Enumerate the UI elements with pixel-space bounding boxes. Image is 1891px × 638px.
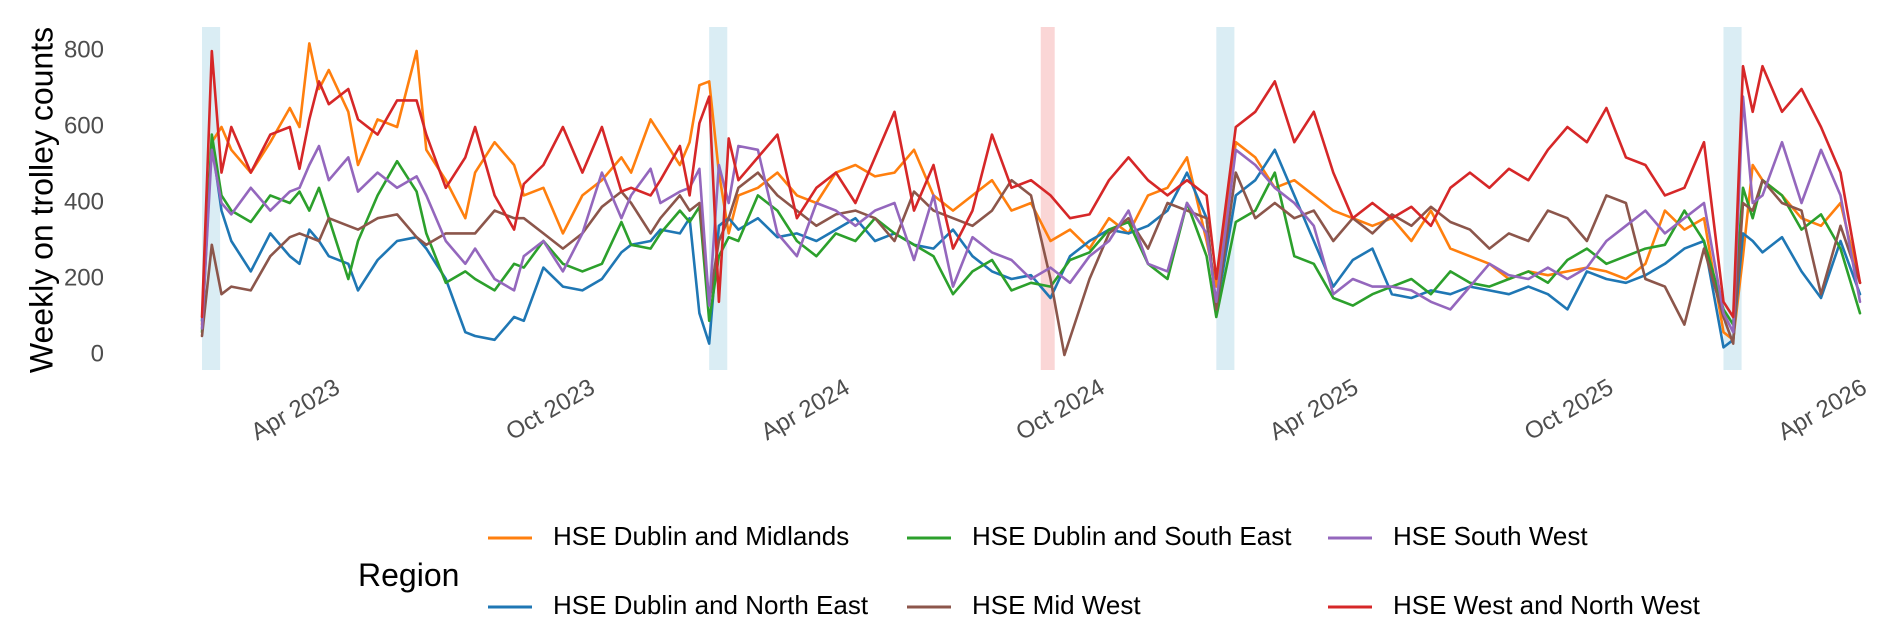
x-axis-ticks: Apr 2023 Oct 2023 Apr 2024 Oct 2024 Apr 2025… <box>247 374 1872 446</box>
x-tick-label: Apr 2023 <box>247 374 345 446</box>
legend-label: HSE South West <box>1393 521 1588 551</box>
x-tick-label: Oct 2023 <box>502 374 600 446</box>
x-tick-label: Oct 2025 <box>1520 374 1618 446</box>
series-line-6 <box>200 49 1862 319</box>
series-line-2 <box>200 140 1862 349</box>
x-tick-label: Apr 2025 <box>1265 374 1363 446</box>
legend-label: HSE Dublin and Midlands <box>553 521 849 551</box>
legend-label: HSE Mid West <box>972 590 1141 620</box>
y-axis-ticks: 0 200 400 600 800 <box>64 36 104 367</box>
x-tick-label: Oct 2024 <box>1011 374 1109 446</box>
legend-title: Region <box>358 557 459 593</box>
legend: Region HSE Dublin and Midlands HSE Dublin… <box>358 521 1701 620</box>
legend-label: HSE West and North West <box>1393 590 1701 620</box>
shaded-periods <box>202 27 1742 370</box>
legend-label: HSE Dublin and North East <box>553 590 869 620</box>
y-tick-label: 800 <box>64 36 104 63</box>
series-lines <box>200 42 1862 357</box>
y-tick-label: 200 <box>64 264 104 291</box>
legend-label: HSE Dublin and South East <box>972 521 1292 551</box>
series-line-5 <box>200 95 1862 334</box>
y-tick-label: 400 <box>64 188 104 215</box>
y-tick-label: 600 <box>64 112 104 139</box>
x-tick-label: Apr 2024 <box>756 374 854 446</box>
x-tick-label: Apr 2026 <box>1774 374 1872 446</box>
y-tick-label: 0 <box>91 340 104 367</box>
y-axis-title: Weekly on trolley counts <box>23 27 59 373</box>
series-line-4 <box>200 171 1862 357</box>
